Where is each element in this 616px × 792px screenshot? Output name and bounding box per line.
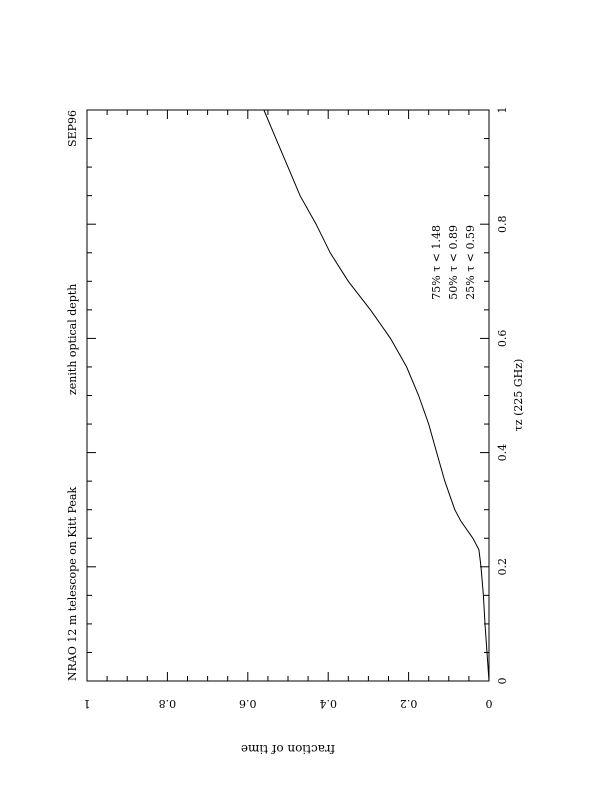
x-tick-label: 1 [496,107,509,114]
series-line [263,109,490,682]
y-axis-tick-labels: 0 0.2 0.4 0.6 0.8 1 [84,697,493,710]
y-tick-label: 0.4 [319,697,337,710]
annotation-75: 75% τ < 1.48 [430,225,443,300]
x-tick-label: 0 [496,678,509,685]
annotation-25: 25% τ < 0.59 [464,225,477,300]
x-axis-label: τz (225 GHz) [512,359,525,432]
x-tick-label: 0.2 [496,558,509,576]
y-tick-label: 0.8 [159,697,177,710]
x-axis-tick-labels: 0 0.2 0.4 0.6 0.8 1 [496,107,509,685]
y-tick-label: 0.6 [239,697,256,710]
annotation-50: 50% τ < 0.89 [447,225,460,300]
title-right: SEP96 [66,110,79,147]
plot-frame [86,109,490,682]
y-axis-label: fraction of time [241,742,335,756]
x-axis-ticks [87,109,489,682]
y-axis-ticks [86,110,490,681]
y-tick-label: 0.2 [400,697,418,710]
title-left: NRAO 12 m telescope on Kitt Peak [66,487,79,681]
x-tick-label: 0.8 [496,215,509,233]
x-tick-label: 0.6 [496,330,509,348]
y-tick-label: 1 [84,697,91,710]
y-tick-label: 0 [486,697,493,710]
title-center: zenith optical depth [66,284,79,395]
x-tick-label: 0.4 [496,444,509,462]
